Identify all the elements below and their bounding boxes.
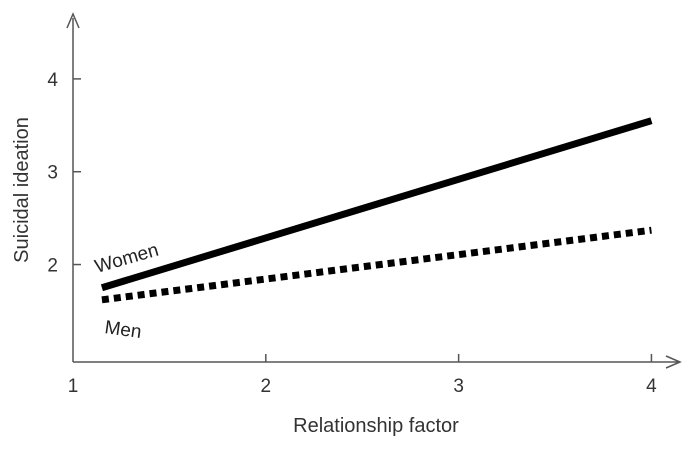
x-tick-label: 3 bbox=[453, 376, 464, 397]
x-tick-label: 4 bbox=[646, 376, 657, 397]
x-axis-arrow bbox=[665, 355, 682, 369]
x-axis-title: Relationship factor bbox=[293, 415, 459, 437]
series-line-women bbox=[100, 117, 653, 292]
series-lines bbox=[100, 117, 653, 304]
y-ticks: 2 3 4 bbox=[47, 70, 81, 277]
y-axis-title: Suicidal ideation bbox=[11, 117, 33, 263]
y-tick-label: 2 bbox=[47, 256, 58, 277]
x-tick-label: 1 bbox=[68, 376, 79, 397]
series-line-men bbox=[101, 226, 652, 304]
x-tick-label: 2 bbox=[261, 376, 272, 397]
x-ticks: 1 2 3 4 bbox=[68, 354, 657, 397]
y-tick-label: 3 bbox=[47, 163, 58, 184]
series-label-men: Men bbox=[103, 317, 143, 343]
axes bbox=[66, 12, 682, 369]
y-axis-arrow bbox=[66, 12, 80, 29]
y-tick-label: 4 bbox=[47, 70, 58, 91]
